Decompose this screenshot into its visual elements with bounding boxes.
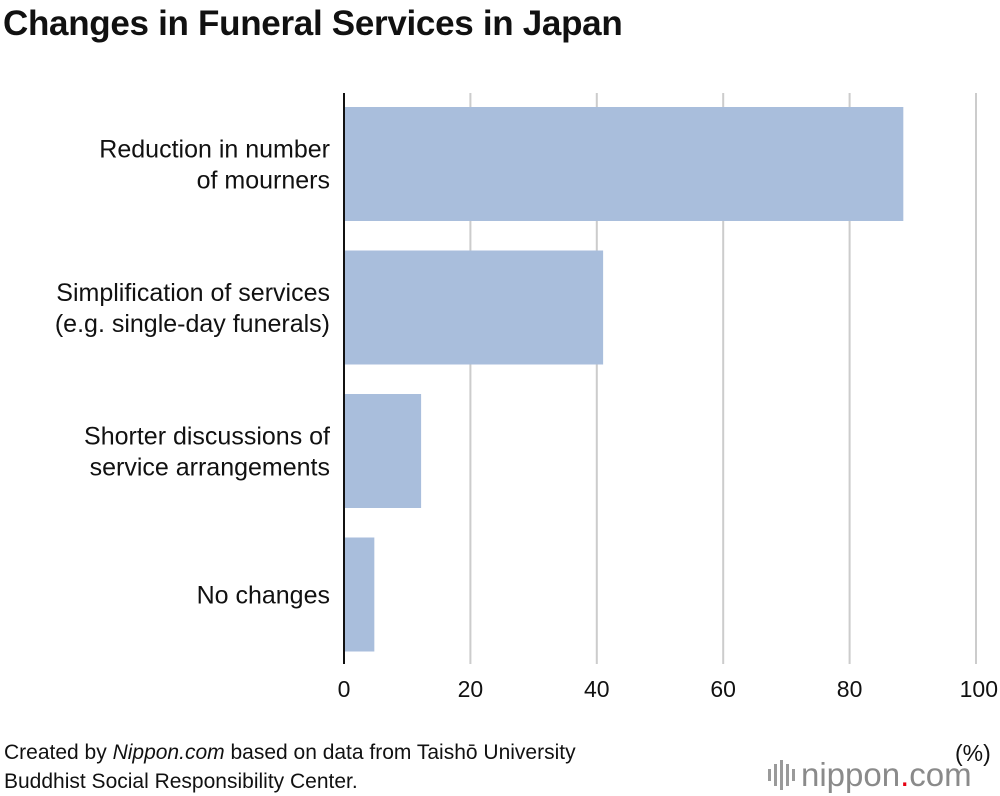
bar-chart: Reduction in number of mourners Simplifica… (55, 93, 998, 702)
bar-3 (344, 537, 375, 652)
source-prefix: Created by (4, 741, 113, 764)
nippon-logo: nippon. com (768, 756, 972, 794)
x-tick-label-80: 80 (837, 676, 863, 702)
category-label-0-line-0: Reduction in number (99, 136, 330, 164)
category-label-3-line-0: No changes (197, 582, 330, 610)
chart-title: Changes in Funeral Services in Japan (3, 4, 623, 43)
source-note-line-1: Created by Nippon.com based on data from… (4, 738, 576, 767)
logo-tld: com (909, 756, 972, 793)
x-tick-label-20: 20 (458, 676, 484, 702)
logo-dot: . (900, 756, 910, 793)
x-tick-label-0: 0 (338, 676, 351, 702)
source-note: Created by Nippon.com based on data from… (4, 738, 576, 796)
x-tick-label-40: 40 (584, 676, 610, 702)
category-label-2-line-0: Shorter discussions of (84, 423, 330, 451)
x-tick-label-60: 60 (710, 676, 736, 702)
logo-bars-icon (768, 760, 795, 790)
category-label-1-line-1: (e.g. single-day funerals) (55, 310, 330, 338)
x-axis-unit: (%) (955, 740, 991, 766)
bar-0 (344, 107, 904, 221)
category-label-1-line-0: Simplification of services (56, 279, 330, 307)
bar-2 (344, 394, 422, 508)
source-suffix: based on data from Taishō University (224, 741, 576, 764)
source-brand: Nippon.com (112, 741, 225, 764)
source-note-line-2: Buddhist Social Responsibility Center. (4, 770, 358, 793)
category-label-0-line-1: of mourners (197, 167, 330, 195)
bar-1 (344, 250, 604, 365)
x-tick-label-100: 100 (960, 676, 998, 702)
category-label-2-line-1: service arrangements (90, 454, 330, 482)
logo-text: nippon (801, 756, 901, 793)
